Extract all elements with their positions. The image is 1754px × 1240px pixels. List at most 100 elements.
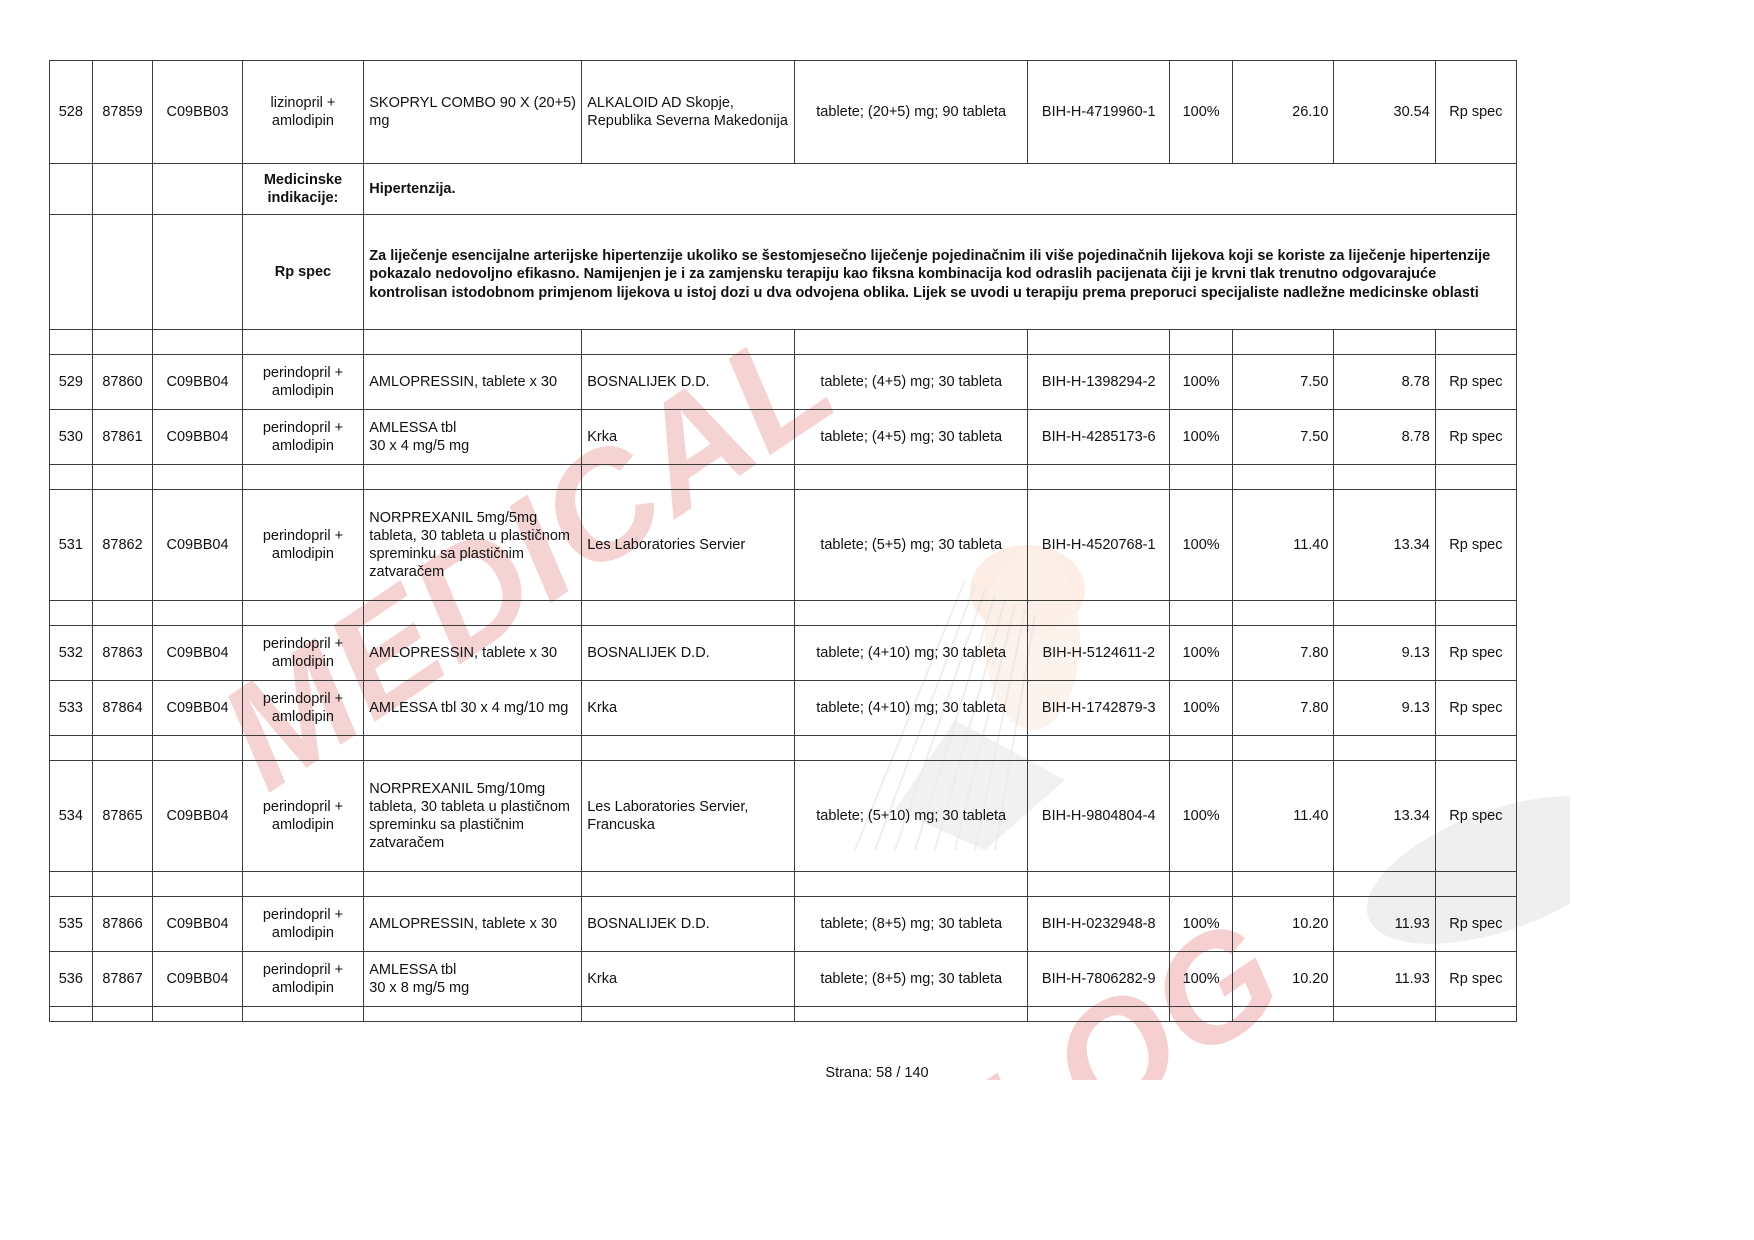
cell-price2: 11.93: [1333, 896, 1436, 952]
cell-num: 528: [49, 60, 93, 164]
cell-empty: [241, 464, 365, 490]
cell-inn: perindopril + amlodipin: [241, 409, 365, 465]
cell-rp: Rp spec: [1434, 951, 1518, 1007]
cell-pct: 100%: [1169, 951, 1234, 1007]
cell-inn: perindopril + amlodipin: [241, 625, 365, 681]
cell-empty: [152, 871, 243, 897]
cell-empty: [363, 871, 583, 897]
table-row: 529 87860 C09BB04 perindopril + amlodipi…: [49, 354, 1518, 410]
cell-empty: [49, 735, 93, 761]
cell-code: 87864: [91, 680, 154, 736]
cell-rp: Rp spec: [1434, 625, 1518, 681]
spacer-row: [49, 1006, 1518, 1022]
cell-atc: C09BB04: [152, 489, 243, 601]
cell-code: 87863: [91, 625, 154, 681]
cell-name: AMLESSA tbl 30 x 8 mg/5 mg: [363, 951, 583, 1007]
cell-empty: [91, 329, 154, 355]
cell-empty: [581, 600, 796, 626]
cell-price1: 11.40: [1232, 760, 1335, 872]
cell-maker: Krka: [581, 409, 796, 465]
cell-code: 87865: [91, 760, 154, 872]
cell-empty: [363, 735, 583, 761]
cell-name: NORPREXANIL 5mg/5mg tableta, 30 tableta …: [363, 489, 583, 601]
cell-name: AMLOPRESSIN, tablete x 30: [363, 896, 583, 952]
cell-empty: [1027, 871, 1171, 897]
cell-empty: [794, 1006, 1029, 1022]
cell-empty: [363, 464, 583, 490]
cell-empty: [581, 871, 796, 897]
cell-empty: [49, 600, 93, 626]
cell-empty: [794, 871, 1029, 897]
medicine-register-table: 528 87859 C09BB03 lizinopril + amlodipin…: [49, 60, 1518, 1022]
cell-empty: [91, 735, 154, 761]
cell-empty: [241, 600, 365, 626]
cell-atc: C09BB04: [152, 680, 243, 736]
cell-empty: [1333, 600, 1436, 626]
cell-rp: Rp spec: [1434, 896, 1518, 952]
cell-empty: [91, 1006, 154, 1022]
cell-empty: [1333, 735, 1436, 761]
rp-spec-text: Za liječenje esencijalne arterijske hipe…: [363, 214, 1517, 330]
table-row: 535 87866 C09BB04 perindopril + amlodipi…: [49, 896, 1518, 952]
cell-rp: Rp spec: [1434, 760, 1518, 872]
cell-empty: [1333, 329, 1436, 355]
cell-form: tablete; (4+5) mg; 30 tableta: [794, 354, 1029, 410]
cell-price1: 10.20: [1232, 951, 1335, 1007]
cell-empty: [49, 871, 93, 897]
cell-name: NORPREXANIL 5mg/10mg tableta, 30 tableta…: [363, 760, 583, 872]
cell-num: 533: [49, 680, 93, 736]
cell-rp: Rp spec: [1434, 489, 1518, 601]
cell-maker: Les Laboratories Servier: [581, 489, 796, 601]
cell-empty: [1232, 464, 1335, 490]
rp-spec-row: Rp spec Za liječenje esencijalne arterij…: [49, 214, 1517, 330]
spacer-row: [49, 871, 1518, 897]
cell-atc: C09BB04: [152, 896, 243, 952]
cell-empty: [1169, 1006, 1234, 1022]
cell-reg: BIH-H-1398294-2: [1027, 354, 1171, 410]
cell-empty: [91, 871, 154, 897]
cell-code: 87862: [91, 489, 154, 601]
cell-form: tablete; (5+10) mg; 30 tableta: [794, 760, 1029, 872]
cell-empty: [581, 1006, 796, 1022]
cell-reg: BIH-H-4520768-1: [1027, 489, 1171, 601]
cell-empty: [581, 735, 796, 761]
cell-form: tablete; (20+5) mg; 90 tableta: [794, 60, 1029, 164]
cell-maker: BOSNALIJEK D.D.: [581, 896, 796, 952]
cell-empty: [1434, 600, 1518, 626]
cell-empty: [1027, 735, 1171, 761]
cell-price2: 13.34: [1333, 489, 1436, 601]
cell-form: tablete; (4+5) mg; 30 tableta: [794, 409, 1029, 465]
cell-pct: 100%: [1169, 409, 1234, 465]
cell-num: 536: [49, 951, 93, 1007]
indication-row: Medicinske indikacije: Hipertenzija.: [49, 163, 1517, 215]
cell-price2: 30.54: [1333, 60, 1436, 164]
cell-pct: 100%: [1169, 60, 1234, 164]
cell-empty: [363, 600, 583, 626]
spacer-row: [49, 600, 1518, 626]
cell-code: 87861: [91, 409, 154, 465]
cell-code: 87866: [91, 896, 154, 952]
cell-empty: [49, 1006, 93, 1022]
cell-name: AMLESSA tbl 30 x 4 mg/5 mg: [363, 409, 583, 465]
cell-pct: 100%: [1169, 354, 1234, 410]
cell-empty: [152, 600, 243, 626]
cell-empty: [152, 735, 243, 761]
cell-maker: BOSNALIJEK D.D.: [581, 354, 796, 410]
table-row: 532 87863 C09BB04 perindopril + amlodipi…: [49, 625, 1518, 681]
cell-empty: [152, 1006, 243, 1022]
cell-price2: 9.13: [1333, 625, 1436, 681]
cell-empty: [91, 214, 154, 330]
cell-num: 530: [49, 409, 93, 465]
cell-empty: [49, 214, 93, 330]
cell-pct: 100%: [1169, 680, 1234, 736]
cell-empty: [581, 464, 796, 490]
cell-maker: BOSNALIJEK D.D.: [581, 625, 796, 681]
spacer-row: [49, 464, 1518, 490]
cell-empty: [794, 329, 1029, 355]
cell-empty: [1027, 600, 1171, 626]
cell-price1: 7.80: [1232, 625, 1335, 681]
cell-num: 535: [49, 896, 93, 952]
cell-reg: BIH-H-5124611-2: [1027, 625, 1171, 681]
indication-label: Medicinske indikacije:: [241, 163, 365, 215]
cell-empty: [1333, 871, 1436, 897]
